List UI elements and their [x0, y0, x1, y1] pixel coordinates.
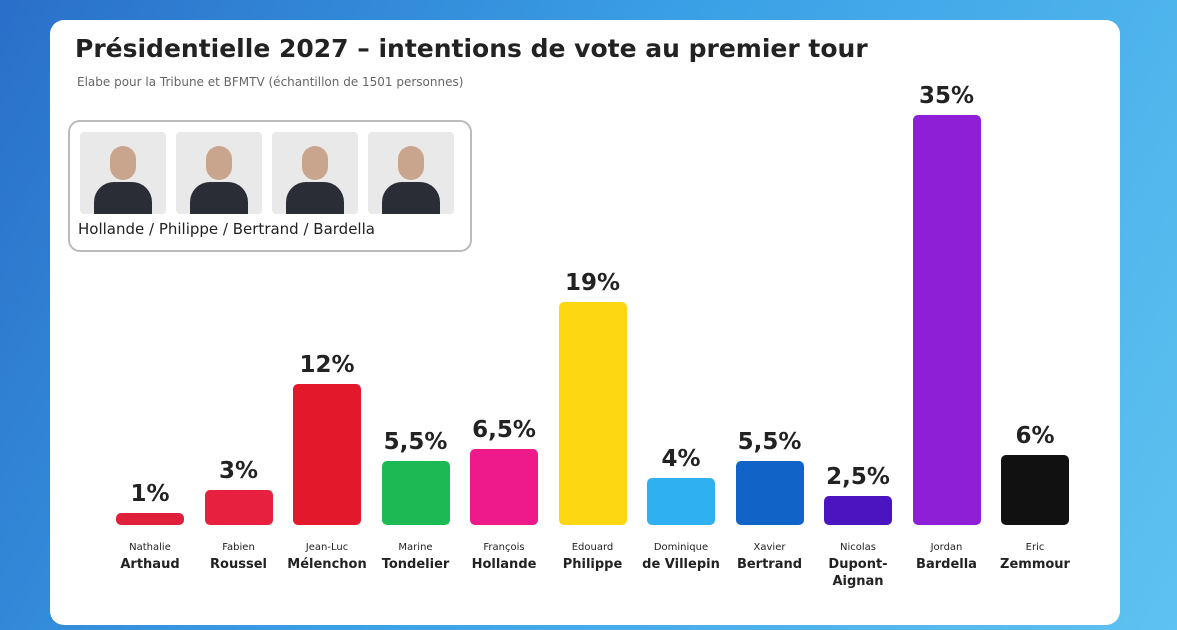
value-label: 35% — [918, 83, 975, 109]
bar — [116, 513, 184, 525]
category-label: Marine Tondelier — [370, 540, 462, 573]
category-label: Fabien Roussel — [193, 540, 285, 573]
bar — [912, 115, 981, 525]
first-name: François — [483, 542, 525, 553]
bar — [824, 495, 892, 525]
bar — [647, 478, 715, 525]
category-label: Nathalie Arthaud — [104, 540, 196, 573]
value-label: 3% — [218, 457, 259, 484]
value-label: 4% — [661, 446, 701, 473]
last-name: Zemmour — [1000, 557, 1070, 572]
bar — [558, 302, 627, 525]
photo-caption: Hollande / Philippe / Bertrand / Bardell… — [78, 220, 375, 238]
photo — [176, 132, 262, 214]
last-name: Tondelier — [381, 557, 450, 572]
value-label: 12% — [299, 352, 355, 379]
first-name: Marine — [398, 542, 433, 553]
last-name: Philippe — [562, 557, 623, 572]
last-name: Bardella — [916, 557, 977, 572]
first-name: Dominique — [653, 542, 709, 553]
category-label: Eric Zemmour — [989, 540, 1081, 573]
chart-title: Présidentielle 2027 – intentions de vote… — [75, 34, 868, 63]
first-name: Edouard — [571, 542, 614, 553]
first-name: Jean-Luc — [305, 542, 349, 553]
bar — [470, 448, 538, 525]
photo-box: Hollande / Philippe / Bertrand / Bardell… — [68, 120, 472, 252]
category-label: Jordan Bardella — [901, 540, 993, 573]
value-label: 5,5% — [737, 428, 802, 455]
card: Présidentielle 2027 – intentions de vote… — [50, 20, 1120, 625]
first-name: Fabien — [222, 542, 255, 553]
last-name: Mélenchon — [287, 557, 367, 572]
first-name: Eric — [1025, 542, 1045, 553]
last-name: Hollande — [471, 557, 537, 572]
category-label: Xavier Bertrand — [724, 540, 816, 573]
first-name: Nathalie — [129, 542, 171, 553]
last-name: Bertrand — [736, 557, 803, 572]
category-label: Nicolas Dupont-Aignan — [812, 540, 904, 590]
value-label: 6% — [1015, 422, 1055, 449]
photo — [368, 132, 454, 214]
bar — [1001, 454, 1069, 525]
last-name: Arthaud — [120, 557, 180, 572]
bar — [381, 460, 450, 525]
bar — [204, 489, 273, 525]
photo — [272, 132, 358, 214]
value-label: 1% — [130, 481, 170, 508]
first-name: Xavier — [753, 542, 786, 553]
value-label: 19% — [564, 270, 621, 297]
first-name: Nicolas — [840, 542, 876, 553]
category-label: Edouard Philippe — [547, 540, 639, 573]
value-label: 6,5% — [472, 416, 536, 443]
category-label: François Hollande — [458, 540, 550, 573]
bar — [293, 384, 361, 525]
category-label: Dominique de Villepin — [635, 540, 727, 573]
bar — [735, 460, 804, 525]
value-label: 2,5% — [826, 463, 890, 490]
first-name: Jordan — [930, 542, 963, 553]
chart-subtitle: Elabe pour la Tribune et BFMTV (échantil… — [77, 75, 464, 89]
category-label: Jean-Luc Mélenchon — [281, 540, 373, 573]
last-name: Dupont-Aignan — [828, 557, 888, 589]
value-label: 5,5% — [383, 428, 448, 455]
photo — [80, 132, 166, 214]
last-name: Roussel — [210, 557, 267, 572]
last-name: de Villepin — [642, 557, 720, 572]
